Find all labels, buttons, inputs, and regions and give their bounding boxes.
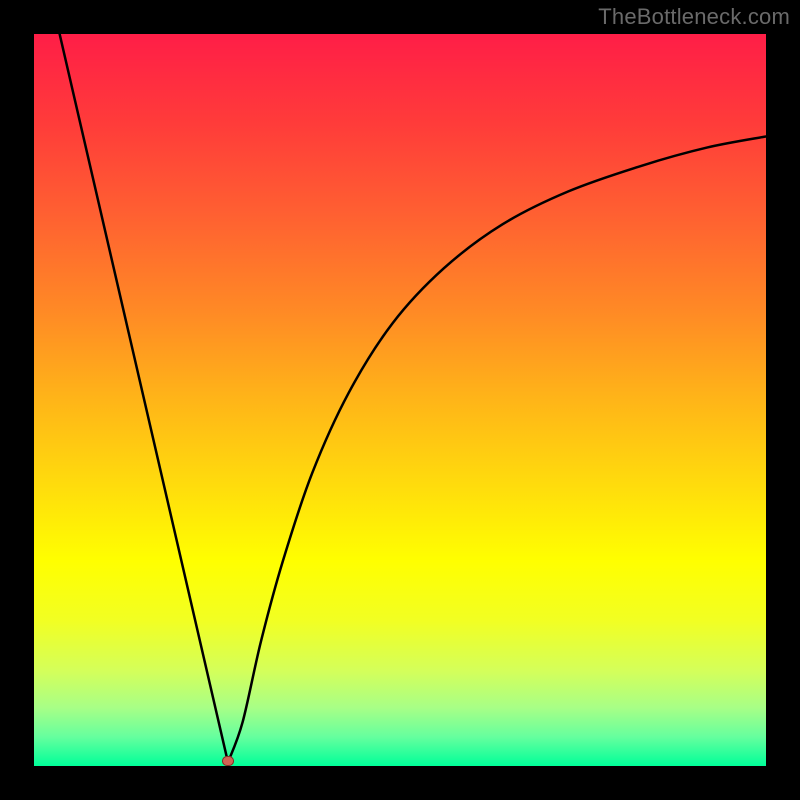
chart-frame: TheBottleneck.com bbox=[0, 0, 800, 800]
plot-area bbox=[34, 34, 766, 766]
bottleneck-curve bbox=[34, 34, 766, 766]
watermark-text: TheBottleneck.com bbox=[598, 4, 790, 30]
minimum-marker bbox=[222, 756, 234, 766]
